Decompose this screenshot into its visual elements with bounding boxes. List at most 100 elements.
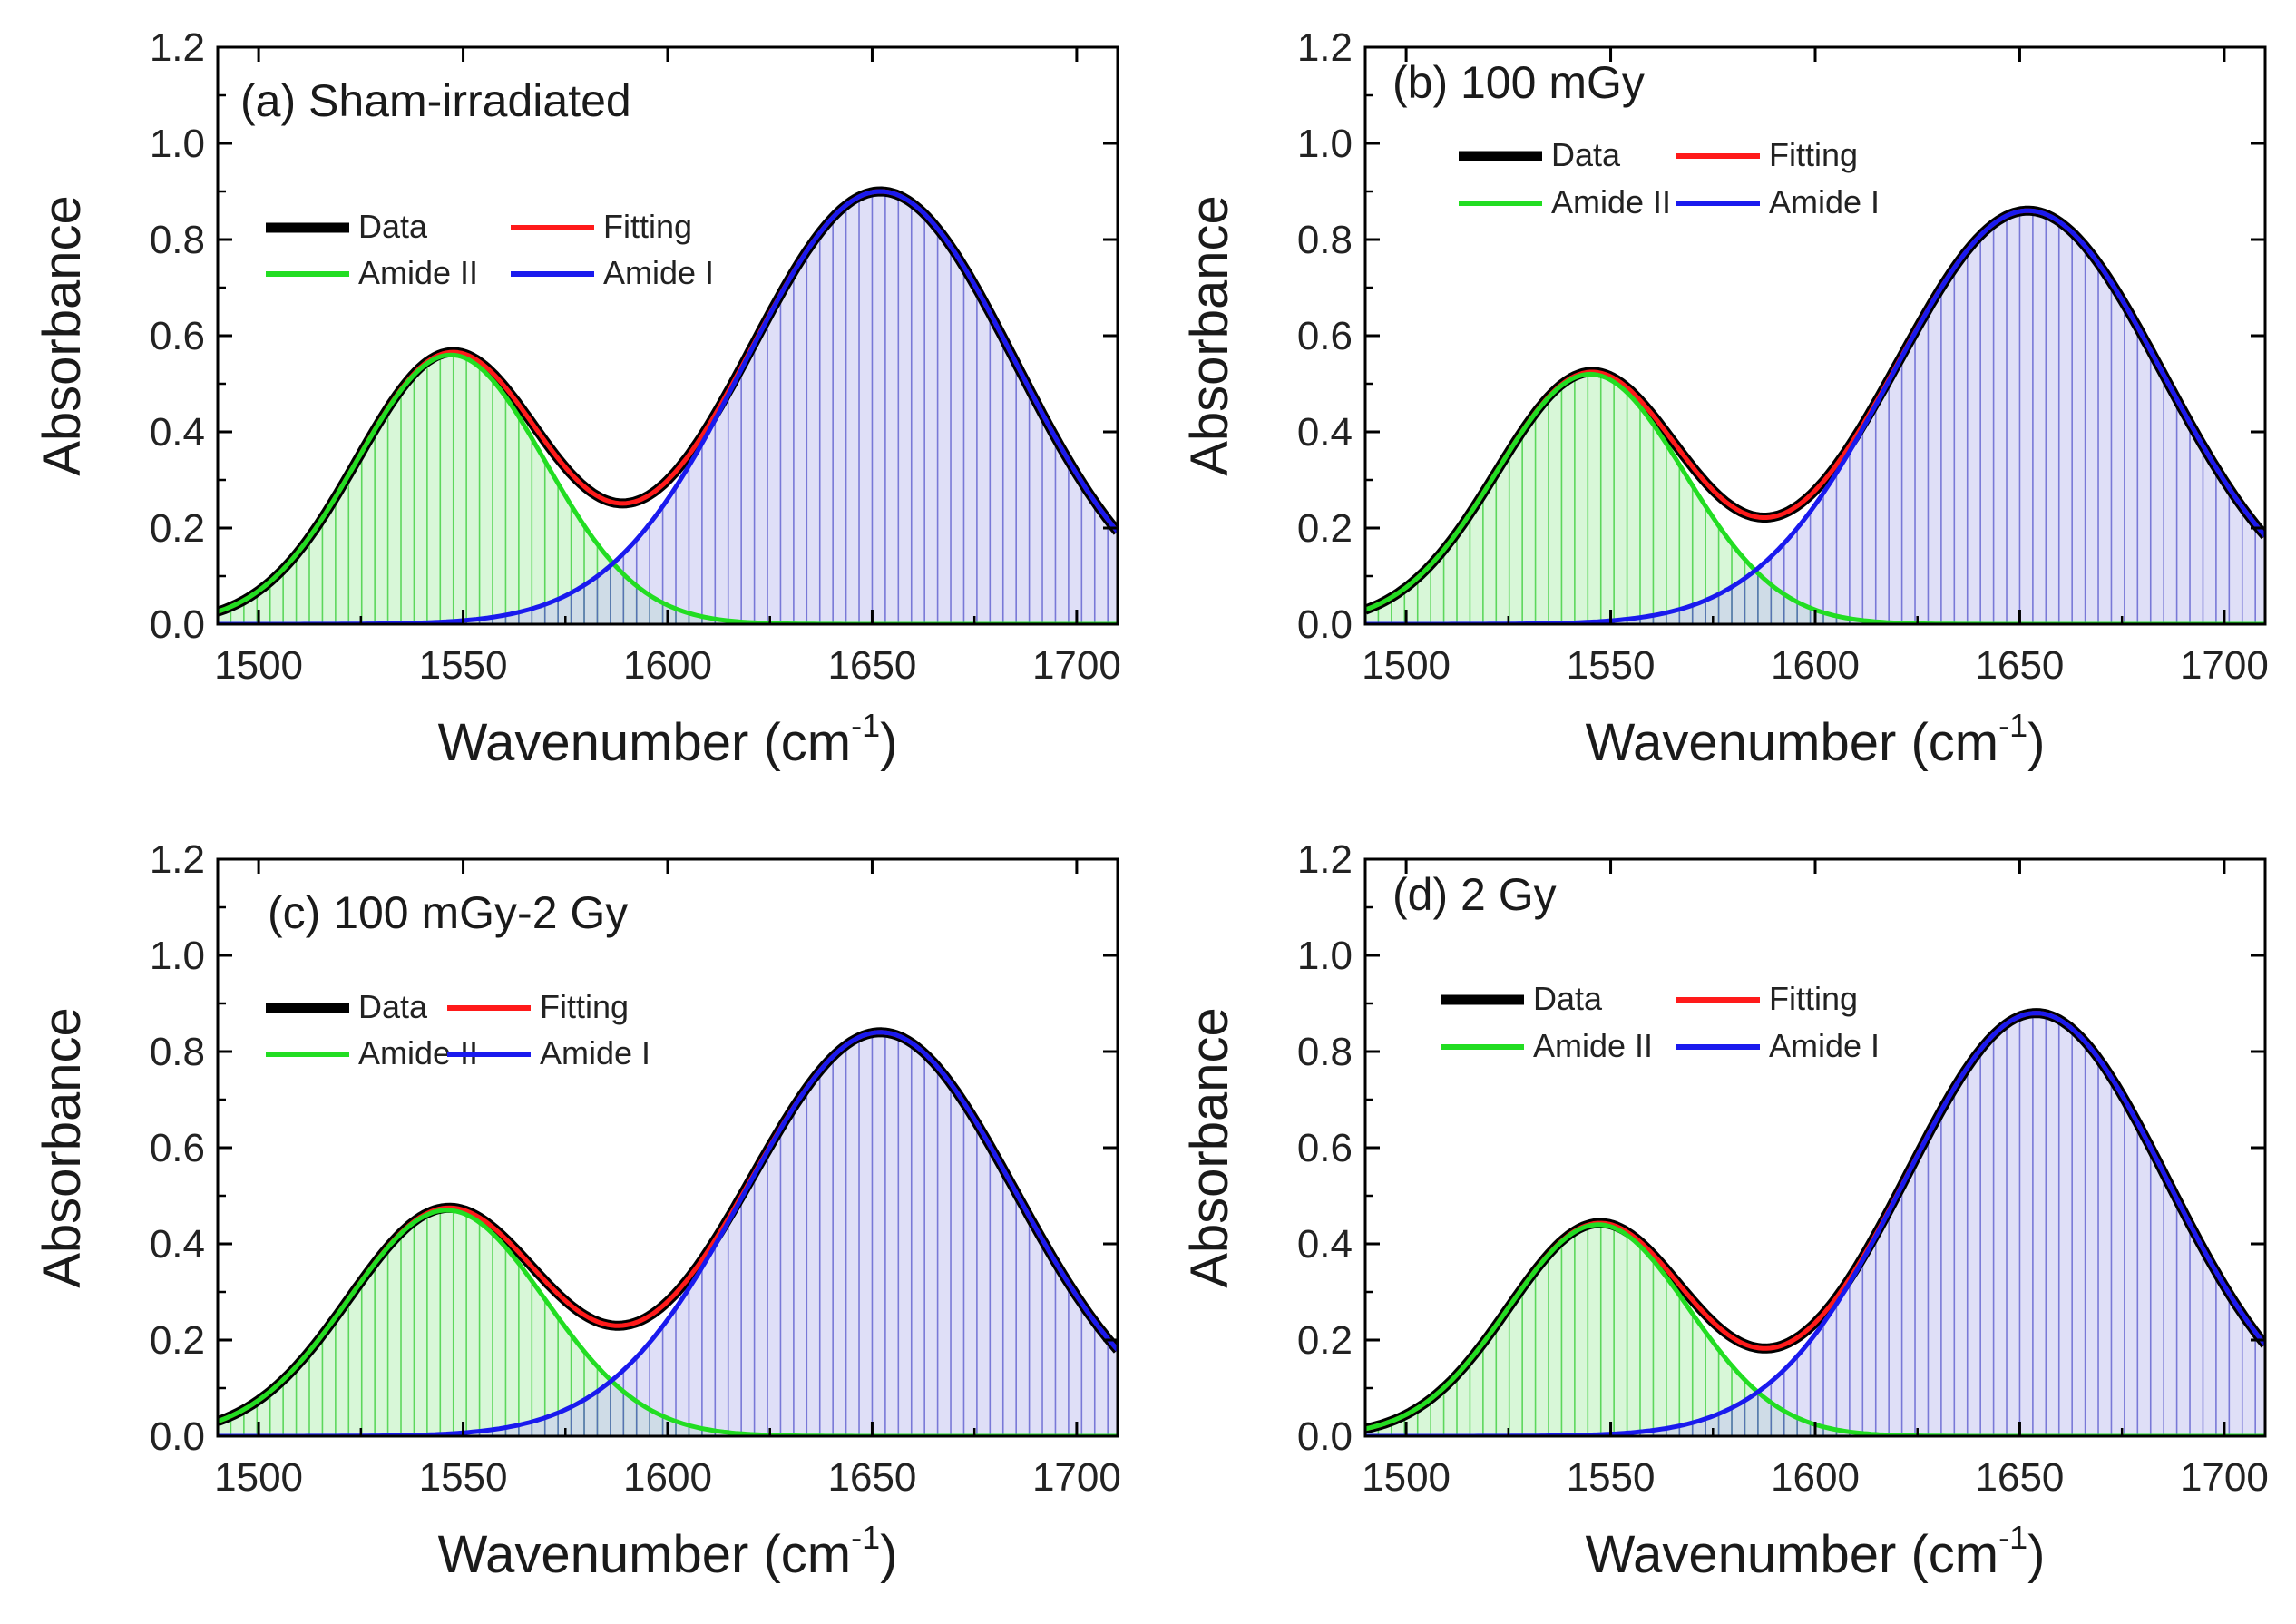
x-tick-label: 1550 — [1567, 1455, 1656, 1500]
legend-label-amide-ii: Amide II — [1551, 183, 1671, 220]
y-axis-title: Absorbance — [1180, 195, 1239, 476]
x-tick-label: 1600 — [1771, 643, 1860, 688]
panel-label: (d) 2 Gy — [1392, 869, 1557, 920]
amide-ii-series-line — [218, 352, 1118, 624]
chart-svg: 1500 1550 1600 1650 1700 0.0 0.2 0.4 0.6 0.8 1.0 1.… — [33, 25, 1121, 772]
panel-label: (a) Sham-irradiated — [240, 75, 631, 126]
x-tick-label: 1500 — [214, 643, 303, 688]
chart-panel-c: 1500 1550 1600 1650 1700 0.0 0.2 0.4 0.6 0.8 1.0 1.… — [0, 812, 1148, 1624]
legend-label-fitting: Fitting — [603, 208, 692, 245]
legend-label-fitting: Fitting — [1769, 136, 1858, 173]
amide-ii-area — [1365, 1224, 2265, 1436]
amide-ii-area — [218, 355, 1118, 624]
x-axis-title-main: Wavenumber (cm — [438, 1525, 852, 1584]
panel-label: (c) 100 mGy-2 Gy — [268, 887, 628, 938]
y-tick-label: 0.2 — [1297, 506, 1353, 551]
y-tick-label: 1.2 — [150, 837, 205, 882]
x-axis-title-sup: -1 — [851, 707, 880, 744]
x-tick-label: 1700 — [1032, 1455, 1121, 1500]
x-axis-title-main: Wavenumber (cm — [438, 713, 852, 772]
x-tick-label: 1500 — [1362, 1455, 1451, 1500]
amide-i-area — [1365, 1013, 2265, 1436]
amide-i-area — [218, 1032, 1118, 1436]
x-axis-title-main: Wavenumber (cm — [1586, 713, 1999, 772]
legend-label-data: Data — [358, 988, 428, 1025]
x-tick-label: 1650 — [828, 643, 917, 688]
y-axis-title: Absorbance — [33, 1007, 92, 1288]
legend-label-data: Data — [1533, 980, 1603, 1017]
x-tick-label: 1600 — [623, 643, 712, 688]
legend-label-amide-i: Amide I — [1769, 183, 1880, 220]
x-axis-title-sup: -1 — [1998, 1519, 2027, 1556]
x-axis-title: Wavenumber (cm-1) — [438, 707, 898, 772]
legend-label-data: Data — [358, 208, 428, 245]
amide-ii-area — [1365, 374, 2265, 624]
chart-panel-a: 1500 1550 1600 1650 1700 0.0 0.2 0.4 0.6 0.8 1.0 1.… — [0, 0, 1148, 812]
x-axis-title-sup: -1 — [1998, 707, 2027, 744]
x-axis-title: Wavenumber (cm-1) — [1586, 1519, 2046, 1584]
hatch-lines — [218, 1032, 1109, 1436]
chart-svg: 1500 1550 1600 1650 1700 0.0 0.2 0.4 0.6 0.8 1.0 1.… — [33, 837, 1121, 1584]
x-axis-title-close: ) — [2027, 1525, 2045, 1584]
y-tick-label: 1.0 — [1297, 934, 1353, 978]
y-tick-label: 0.6 — [150, 314, 205, 358]
x-tick-label: 1650 — [1976, 643, 2065, 688]
y-tick-label: 1.2 — [1297, 25, 1353, 70]
x-tick-label: 1700 — [1032, 643, 1121, 688]
y-tick-label: 0.2 — [150, 1318, 205, 1363]
y-tick-label: 1.0 — [150, 934, 205, 978]
y-tick-label: 0.6 — [1297, 1126, 1353, 1170]
x-axis-title-close: ) — [880, 713, 897, 772]
legend-label-amide-ii: Amide II — [1533, 1027, 1653, 1064]
y-tick-label: 0.4 — [1297, 1222, 1353, 1267]
x-tick-label: 1550 — [419, 1455, 508, 1500]
y-tick-label: 0.2 — [150, 506, 205, 551]
y-tick-label: 0.4 — [150, 410, 205, 455]
y-tick-label: 0.8 — [1297, 1030, 1353, 1074]
hatch-lines — [1365, 1013, 2256, 1436]
amide-ii-area — [218, 1209, 1118, 1436]
x-axis-title-close: ) — [2027, 713, 2045, 772]
amide-i-area — [218, 191, 1118, 624]
plot-area — [218, 1027, 1118, 1436]
hatch-lines — [218, 191, 1109, 624]
amide-ii-series-line — [218, 1208, 1118, 1436]
y-tick-label: 0.0 — [1297, 1414, 1353, 1459]
legend-label-data: Data — [1551, 136, 1621, 173]
plot-area — [218, 186, 1118, 624]
panel-label: (b) 100 mGy — [1392, 57, 1645, 108]
chart-svg: 1500 1550 1600 1650 1700 0.0 0.2 0.4 0.6 0.8 1.0 1.… — [1180, 25, 2269, 772]
y-tick-label: 0.4 — [150, 1222, 205, 1267]
x-axis-title-sup: -1 — [851, 1519, 880, 1556]
x-tick-label: 1700 — [2180, 643, 2269, 688]
x-axis-title: Wavenumber (cm-1) — [438, 1519, 898, 1584]
chart-panel-d: 1500 1550 1600 1650 1700 0.0 0.2 0.4 0.6 0.8 1.0 1.… — [1148, 812, 2295, 1624]
x-tick-label: 1500 — [1362, 643, 1451, 688]
hatch-lines — [1365, 210, 2256, 624]
y-tick-label: 0.0 — [1297, 602, 1353, 647]
x-axis-title-main: Wavenumber (cm — [1586, 1525, 1999, 1584]
y-tick-label: 0.6 — [150, 1126, 205, 1170]
y-tick-label: 1.2 — [1297, 837, 1353, 882]
x-tick-label: 1700 — [2180, 1455, 2269, 1500]
x-tick-label: 1650 — [828, 1455, 917, 1500]
y-tick-label: 0.8 — [1297, 218, 1353, 262]
x-tick-label: 1550 — [1567, 643, 1656, 688]
chart-panel-b: 1500 1550 1600 1650 1700 0.0 0.2 0.4 0.6 0.8 1.0 1.… — [1148, 0, 2295, 812]
legend-label-fitting: Fitting — [1769, 980, 1858, 1017]
plot-area — [1365, 1008, 2265, 1436]
chart-svg: 1500 1550 1600 1650 1700 0.0 0.2 0.4 0.6 0.8 1.0 1.… — [1180, 837, 2269, 1584]
legend-label-amide-i: Amide I — [540, 1034, 650, 1071]
legend: Data Fitting Amide II Amide I — [1459, 136, 1880, 220]
y-tick-label: 0.4 — [1297, 410, 1353, 455]
y-tick-label: 0.6 — [1297, 314, 1353, 358]
y-tick-label: 0.2 — [1297, 1318, 1353, 1363]
x-tick-label: 1500 — [214, 1455, 303, 1500]
y-tick-label: 1.2 — [150, 25, 205, 70]
legend-label-amide-i: Amide I — [1769, 1027, 1880, 1064]
y-tick-label: 1.0 — [150, 122, 205, 166]
x-tick-label: 1550 — [419, 643, 508, 688]
plot-area — [1365, 205, 2265, 624]
